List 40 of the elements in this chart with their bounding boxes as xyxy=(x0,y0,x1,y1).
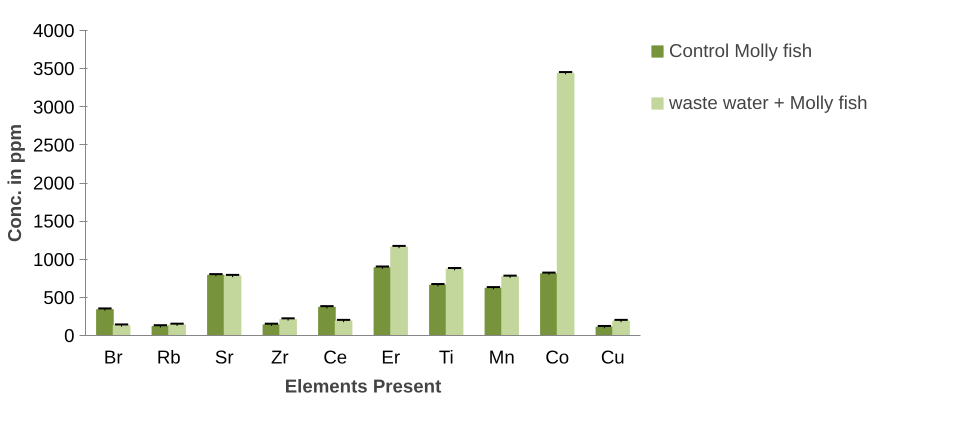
bar xyxy=(279,318,297,336)
legend-label: Control Molly fish xyxy=(669,40,814,62)
y-tick-label: 3500 xyxy=(32,58,75,80)
bar xyxy=(484,288,502,336)
x-tick-label: Rb xyxy=(156,346,181,368)
bar xyxy=(429,284,447,336)
bar xyxy=(334,320,352,336)
y-tick-label: 4000 xyxy=(32,20,75,41)
y-tick-label: 500 xyxy=(43,286,75,308)
bar xyxy=(96,309,114,336)
bar xyxy=(390,246,408,336)
bar xyxy=(374,267,392,336)
x-tick-label: Zr xyxy=(270,346,289,368)
x-tick-label: Er xyxy=(381,346,400,368)
x-tick-label: Cu xyxy=(600,346,625,368)
y-tick-label: 1000 xyxy=(32,248,75,270)
bar xyxy=(224,276,242,336)
bar xyxy=(318,306,336,336)
y-tick-label: 2000 xyxy=(32,172,75,194)
x-tick-label: Sr xyxy=(214,346,234,368)
bar xyxy=(501,276,519,336)
bar xyxy=(446,268,464,336)
bar xyxy=(540,273,558,336)
y-axis-title: Conc. in ppm xyxy=(4,124,25,242)
bar xyxy=(556,72,574,336)
y-tick-label: 2500 xyxy=(32,134,75,156)
y-tick-label: 1500 xyxy=(32,210,75,232)
bar xyxy=(207,274,225,336)
legend-label: waste water + Molly fish xyxy=(669,92,868,114)
x-tick-label: Ti xyxy=(438,346,454,368)
x-tick-label: Br xyxy=(104,346,123,368)
y-tick-label: 0 xyxy=(64,325,75,346)
bar xyxy=(262,324,280,336)
x-tick-label: Mn xyxy=(488,346,515,368)
x-axis-title: Elements Present xyxy=(284,376,442,396)
x-tick-label: Co xyxy=(545,346,570,368)
x-tick-label: Ce xyxy=(323,346,348,368)
y-tick-label: 3000 xyxy=(32,96,75,118)
bar xyxy=(612,320,630,336)
bar xyxy=(112,325,130,336)
